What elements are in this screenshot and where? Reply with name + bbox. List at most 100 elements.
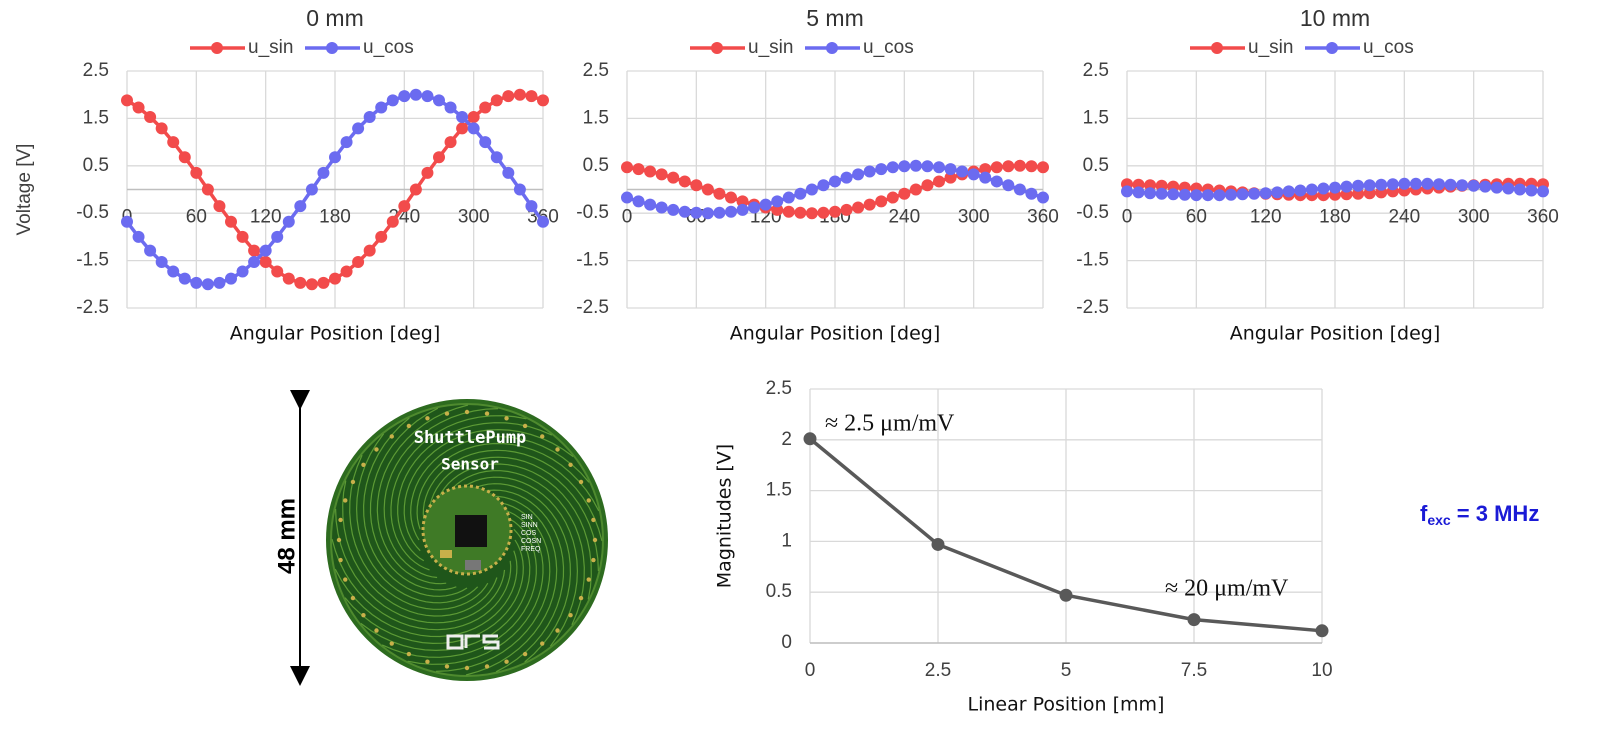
data-point xyxy=(1025,160,1038,173)
x-tick-label: 60 xyxy=(1186,207,1207,228)
data-point xyxy=(1259,187,1272,200)
pcb-pin-label: SIN xyxy=(521,514,533,521)
data-point xyxy=(1025,187,1038,200)
data-point xyxy=(433,151,445,164)
legend-marker xyxy=(826,42,838,54)
legend-label: u_cos xyxy=(863,37,914,58)
data-point xyxy=(667,171,680,184)
pcb-via xyxy=(484,411,490,416)
pcb-via xyxy=(504,659,509,664)
data-point xyxy=(1352,179,1365,192)
data-point xyxy=(1155,187,1168,200)
y-tick-label: 1.5 xyxy=(83,107,109,128)
data-point xyxy=(236,265,249,278)
pcb-via xyxy=(444,411,450,416)
pcb-via xyxy=(444,664,450,669)
data-point xyxy=(898,187,911,200)
x-tick-label: 5 xyxy=(1061,660,1072,681)
data-point xyxy=(1167,188,1180,201)
pcb-trace xyxy=(466,483,572,663)
pcb-via xyxy=(350,479,356,485)
pcb-via xyxy=(374,447,379,452)
pcb-via xyxy=(361,613,366,618)
data-point xyxy=(363,244,376,257)
data-point xyxy=(190,166,203,179)
data-point xyxy=(479,101,492,114)
data-point xyxy=(736,203,749,216)
data-point xyxy=(375,101,388,114)
data-point xyxy=(621,161,633,174)
pcb-via xyxy=(343,498,348,503)
pcb-trace xyxy=(416,442,600,530)
y-tick-label: -2.5 xyxy=(1076,297,1109,318)
annotation: ≈ 2.5 μm/mV xyxy=(825,411,955,437)
data-point xyxy=(1340,180,1353,193)
legend-marker xyxy=(1211,42,1223,54)
data-point xyxy=(713,206,726,219)
pcb-via xyxy=(555,628,560,633)
data-point xyxy=(467,122,480,135)
x-tick-label: 360 xyxy=(1027,207,1059,228)
data-point xyxy=(421,166,434,179)
x-tick-label: 180 xyxy=(319,207,351,228)
data-point xyxy=(979,163,992,176)
data-point xyxy=(1329,181,1341,194)
data-point xyxy=(817,179,830,192)
data-point xyxy=(1467,179,1480,192)
pcb-pin-label: COSN xyxy=(521,538,541,545)
data-point xyxy=(1059,588,1073,602)
data-point xyxy=(282,272,295,285)
data-point xyxy=(537,215,549,228)
dimension-label: 48 mm xyxy=(273,498,300,574)
y-tick-label: -1.5 xyxy=(576,250,609,271)
data-point xyxy=(513,88,526,101)
pcb-trace xyxy=(376,404,469,585)
data-point xyxy=(1121,185,1133,198)
pcb-via xyxy=(578,479,584,485)
data-point xyxy=(456,122,469,135)
data-point xyxy=(294,200,307,213)
data-point xyxy=(632,195,645,208)
data-point xyxy=(386,94,399,107)
data-point xyxy=(748,201,761,214)
pcb-trace xyxy=(331,538,512,631)
x-axis-title: Angular Position [deg] xyxy=(230,323,441,345)
data-point xyxy=(1433,178,1445,191)
data-point xyxy=(190,276,203,289)
data-point xyxy=(898,160,911,173)
data-point xyxy=(1490,181,1503,194)
data-point xyxy=(329,151,341,164)
x-tick-label: 120 xyxy=(1250,207,1282,228)
pcb-via xyxy=(568,613,573,618)
data-point xyxy=(725,205,737,218)
data-point xyxy=(886,191,899,204)
data-point xyxy=(444,136,457,149)
data-point xyxy=(771,203,784,216)
data-point xyxy=(1213,189,1226,202)
data-point xyxy=(155,122,168,135)
pcb-trace xyxy=(422,449,603,542)
pcb-component xyxy=(440,550,452,558)
pcb-trace xyxy=(369,407,457,591)
data-point xyxy=(852,201,865,214)
data-point xyxy=(852,168,865,181)
pcb-via xyxy=(484,664,490,669)
chart-title: 5 mm xyxy=(806,5,864,31)
pcb-via xyxy=(540,641,545,646)
pcb-via xyxy=(591,517,596,523)
data-point xyxy=(409,88,422,101)
data-point xyxy=(294,276,307,289)
pcb-via xyxy=(592,537,598,543)
pcb-pin-label: SINN xyxy=(521,522,538,529)
pcb-via xyxy=(343,577,348,582)
y-tick-label: 2 xyxy=(781,429,792,450)
pcb-via xyxy=(522,423,528,429)
data-point xyxy=(167,265,180,278)
data-point xyxy=(690,179,703,192)
y-tick-label: 2.5 xyxy=(766,378,792,399)
data-point xyxy=(967,168,980,181)
data-point xyxy=(317,166,330,179)
x-tick-label: 7.5 xyxy=(1181,660,1207,681)
data-point xyxy=(1386,178,1399,191)
data-point xyxy=(803,432,817,446)
